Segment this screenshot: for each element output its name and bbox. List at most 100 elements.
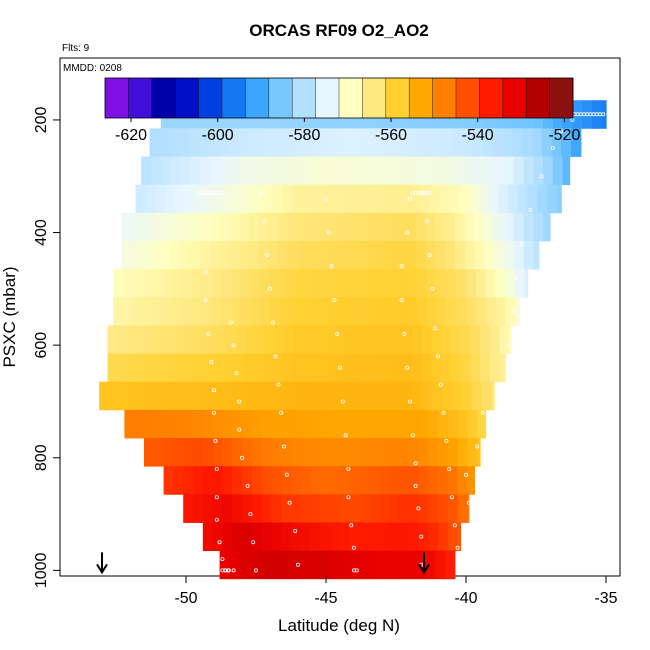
- track-point: [539, 174, 544, 179]
- heatmap-cell: [247, 128, 258, 157]
- heatmap-cell: [356, 240, 368, 270]
- track-point: [335, 331, 340, 336]
- heatmap-cell: [408, 522, 419, 552]
- heatmap-cell: [188, 128, 200, 157]
- heatmap-cell: [445, 550, 456, 580]
- heatmap-cell: [327, 550, 338, 580]
- heatmap-cell: [141, 212, 152, 242]
- heatmap-cell: [347, 550, 358, 580]
- heatmap-cell: [531, 128, 543, 157]
- heatmap-cell: [457, 466, 468, 495]
- heatmap-cell: [300, 438, 312, 467]
- heatmap-cell: [467, 438, 478, 467]
- heatmap-cell: [324, 381, 335, 411]
- heatmap-cell: [537, 184, 548, 214]
- heatmap-cell: [253, 184, 264, 214]
- heatmap-cell: [118, 381, 130, 411]
- heatmap-cell: [127, 353, 138, 383]
- heatmap-cell: [368, 297, 379, 326]
- heatmap-cell: [264, 353, 275, 383]
- heatmap-cell: [509, 325, 512, 354]
- heatmap-cell: [284, 353, 295, 383]
- heatmap-cell: [379, 466, 390, 495]
- heatmap-cell: [484, 212, 495, 242]
- heatmap-cell: [562, 156, 571, 186]
- heatmap-cell: [278, 212, 289, 242]
- colorbar-segment: [245, 78, 270, 118]
- heatmap-cell: [195, 325, 207, 354]
- track-point: [281, 444, 286, 449]
- heatmap-cell: [453, 128, 464, 157]
- heatmap-cell: [187, 381, 198, 411]
- track-point: [267, 286, 272, 291]
- heatmap-cell: [225, 353, 236, 383]
- heatmap-cell: [389, 438, 400, 467]
- heatmap-cell: [190, 212, 201, 242]
- heatmap-cell: [337, 240, 348, 270]
- heatmap-cell: [173, 466, 184, 495]
- heatmap-cell: [478, 184, 489, 214]
- heatmap-cell: [425, 212, 436, 242]
- heatmap-cell: [251, 522, 263, 552]
- heatmap-cell: [317, 212, 328, 242]
- x-tick-label: -40: [454, 590, 477, 607]
- heatmap-cell: [145, 184, 156, 214]
- heatmap-cell: [183, 409, 194, 439]
- heatmap-cell: [172, 297, 183, 326]
- heatmap-cell: [445, 156, 456, 186]
- heatmap-cell: [282, 184, 293, 214]
- heatmap-cell: [337, 550, 348, 580]
- heatmap-cell: [291, 409, 302, 439]
- heatmap-cell: [288, 212, 299, 242]
- heatmap-cell: [352, 325, 363, 354]
- heatmap-cell: [394, 128, 405, 157]
- track-point: [340, 399, 345, 404]
- heatmap-cell: [428, 438, 439, 467]
- heatmap-cell: [344, 381, 355, 411]
- heatmap-cell: [235, 353, 246, 383]
- heatmap-cell: [193, 466, 204, 495]
- heatmap-cell: [341, 184, 352, 214]
- heatmap-cell: [418, 522, 429, 552]
- heatmap-cell: [405, 156, 417, 186]
- track-point: [419, 534, 424, 539]
- heatmap-cell: [359, 494, 370, 523]
- heatmap-cell: [349, 466, 361, 495]
- heatmap-cell: [320, 438, 331, 467]
- heatmap-cell: [250, 269, 261, 298]
- heatmap-cell: [450, 353, 461, 383]
- heatmap-cell: [492, 128, 503, 157]
- heatmap-cell: [398, 466, 410, 495]
- heatmap-cell: [391, 353, 403, 383]
- heatmap-cell: [207, 381, 218, 411]
- heatmap-cell: [369, 466, 380, 495]
- colorbar-segment: [292, 78, 316, 118]
- heatmap-cell: [261, 522, 272, 552]
- heatmap-cell: [268, 550, 279, 580]
- heatmap-cell: [333, 325, 344, 354]
- heatmap-cell: [440, 353, 452, 383]
- heatmap-cell: [151, 156, 162, 186]
- heatmap-cell: [436, 269, 447, 298]
- heatmap-cell: [337, 212, 348, 242]
- heatmap-cell: [328, 269, 340, 298]
- colorbar-segment: [502, 78, 527, 118]
- heatmap-cell: [467, 494, 470, 523]
- heatmap-cell: [418, 494, 429, 523]
- heatmap-cell: [470, 325, 481, 354]
- heatmap-cell: [310, 438, 321, 467]
- heatmap-cell: [454, 212, 466, 242]
- heatmap-cell: [467, 409, 478, 439]
- heatmap-cell: [327, 156, 338, 186]
- heatmap-cell: [135, 184, 146, 214]
- heatmap-cell: [264, 325, 275, 354]
- heatmap-cell: [473, 128, 484, 157]
- track-point: [430, 286, 435, 291]
- heatmap-cell: [377, 269, 389, 298]
- heatmap-cell: [403, 381, 414, 411]
- track-point: [214, 495, 219, 500]
- heatmap-cell: [495, 269, 506, 298]
- heatmap-cell: [198, 128, 209, 157]
- heatmap-cell: [368, 269, 379, 298]
- track-point: [402, 331, 407, 336]
